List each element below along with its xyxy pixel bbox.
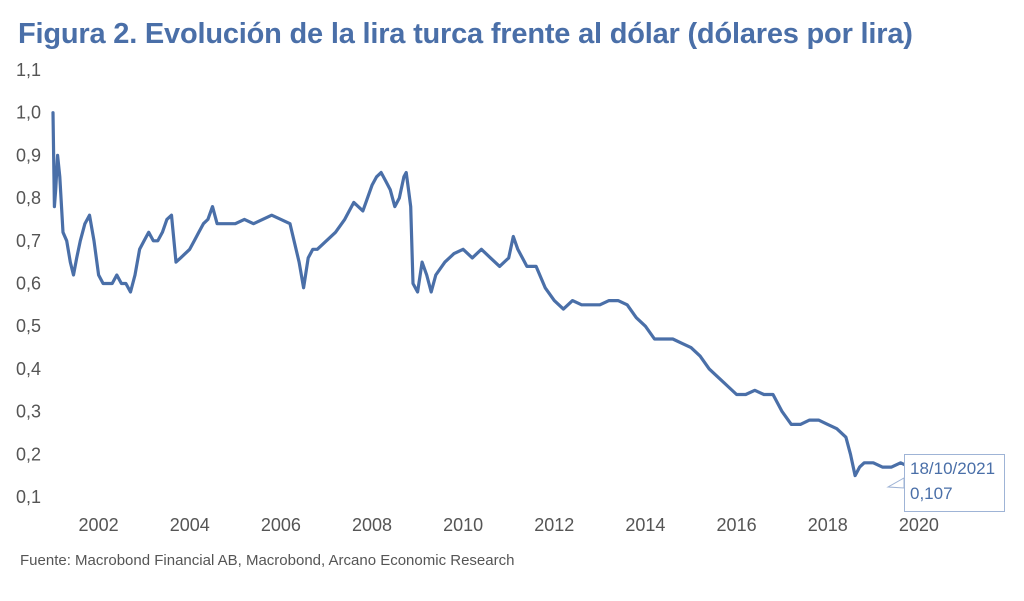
annotation-callout bbox=[904, 454, 1005, 512]
y-tick-label: 0,2 bbox=[16, 444, 41, 464]
y-tick-label: 1,1 bbox=[16, 60, 41, 80]
x-tick-label: 2014 bbox=[625, 515, 665, 535]
x-tick-label: 2016 bbox=[717, 515, 757, 535]
x-tick-label: 2018 bbox=[808, 515, 848, 535]
x-tick-label: 2008 bbox=[352, 515, 392, 535]
y-tick-label: 0,7 bbox=[16, 231, 41, 251]
source-note: Fuente: Macrobond Financial AB, Macrobon… bbox=[20, 552, 515, 569]
y-tick-label: 0,1 bbox=[16, 487, 41, 507]
x-tick-label: 2012 bbox=[534, 515, 574, 535]
y-tick-label: 1,0 bbox=[16, 103, 41, 123]
chart-title: Figura 2. Evolución de la lira turca fre… bbox=[18, 18, 913, 50]
y-tick-label: 0,4 bbox=[16, 359, 41, 379]
x-tick-label: 2004 bbox=[170, 515, 210, 535]
y-tick-label: 0,3 bbox=[16, 402, 41, 422]
y-tick-label: 0,5 bbox=[16, 316, 41, 336]
x-tick-label: 2020 bbox=[899, 515, 939, 535]
series-line bbox=[51, 111, 1003, 493]
annotation-value: 0,107 bbox=[910, 484, 953, 503]
x-tick-label: 2010 bbox=[443, 515, 483, 535]
y-tick-label: 0,6 bbox=[16, 274, 41, 294]
callout-pointer bbox=[886, 477, 905, 489]
y-tick-label: 0,8 bbox=[16, 188, 41, 208]
x-tick-label: 2002 bbox=[79, 515, 119, 535]
y-axis-ticks: 0,1 0,2 0,3 0,4 0,5 0,6 0,7 0,8 0,9 1,0 1,1 bbox=[16, 60, 41, 507]
annotation-date: 18/10/2021 bbox=[910, 459, 996, 478]
x-tick-label: 2006 bbox=[261, 515, 301, 535]
x-axis-ticks: 2002 2004 2006 2008 2010 2012 2014 2016 2018 2020 bbox=[79, 515, 939, 535]
y-tick-label: 0,9 bbox=[16, 145, 41, 165]
